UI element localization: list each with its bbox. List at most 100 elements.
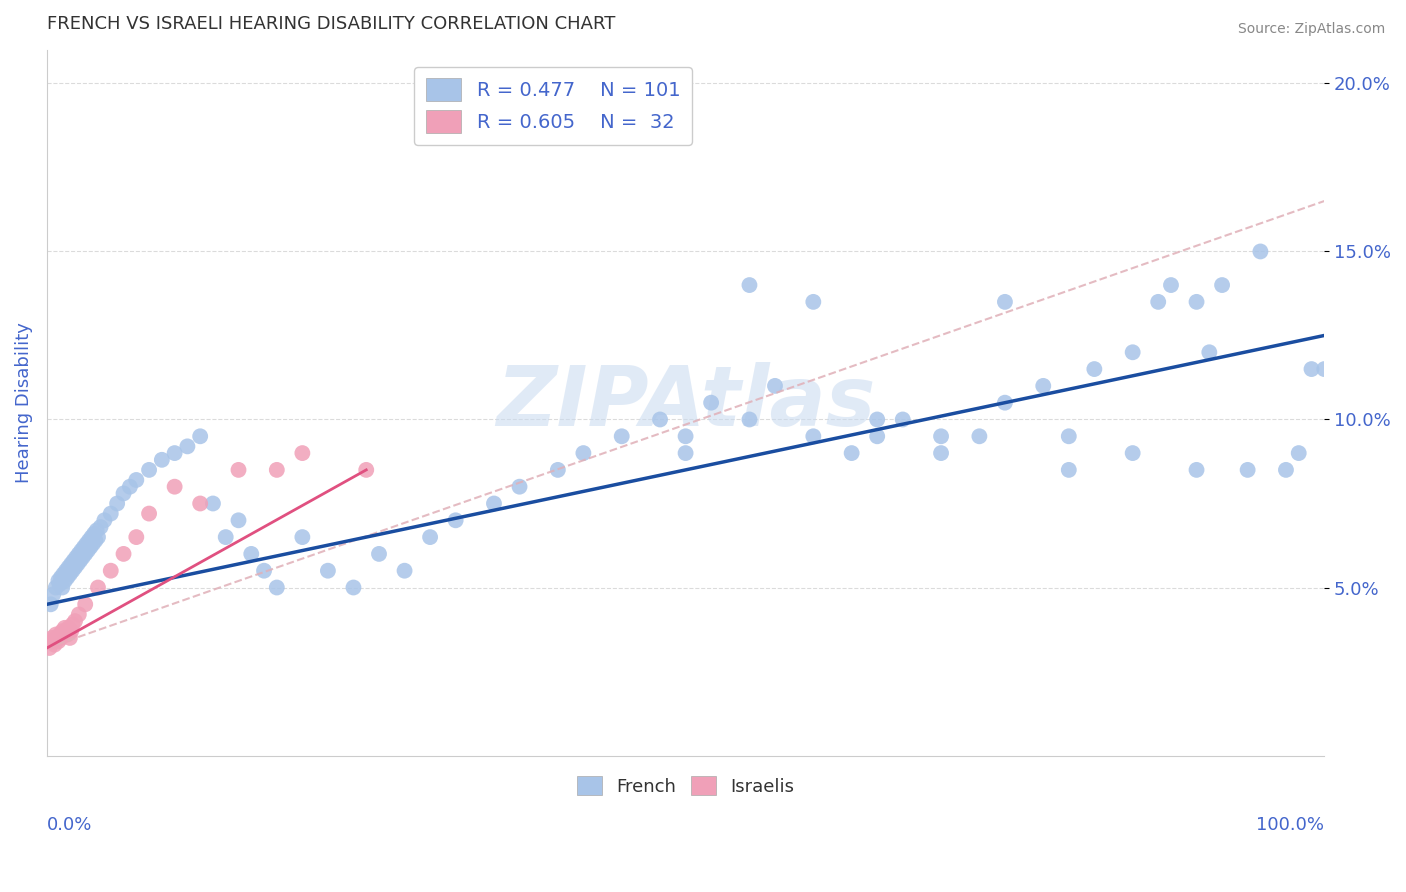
Point [48,627,70,641]
Point [93,513,115,527]
Point [82,537,104,551]
Point [929,446,952,460]
Point [929,429,952,443]
Point [60,624,83,639]
Point [45,581,67,595]
Point [56,627,79,641]
Point [38,640,60,655]
Point [83,526,105,541]
Point [801,294,824,309]
Point [648,412,671,426]
Point [67,547,90,561]
Point [316,564,339,578]
Point [76,537,98,551]
Point [87,581,110,595]
Point [100,564,122,578]
Point [60,557,83,571]
Point [1122,345,1144,359]
Point [1275,463,1298,477]
Point [76,543,98,558]
Point [63,560,86,574]
Point [55,624,77,639]
Point [70,543,93,558]
Point [48,577,70,591]
Point [72,550,94,565]
Point [266,581,288,595]
Point [1249,244,1271,259]
Point [547,463,569,477]
Legend: French, Israelis: French, Israelis [569,769,801,803]
Point [55,564,77,578]
Point [58,621,80,635]
Point [87,530,110,544]
Point [201,496,224,510]
Point [1185,294,1208,309]
Point [48,574,70,588]
Point [66,557,89,571]
Point [118,480,141,494]
Point [675,446,697,460]
Point [188,496,211,510]
Point [69,553,91,567]
Point [73,540,96,554]
Point [738,412,761,426]
Point [482,496,505,510]
Point [215,530,238,544]
Point [125,473,148,487]
Point [419,530,441,544]
Point [1301,362,1323,376]
Point [1160,278,1182,293]
Point [342,581,364,595]
Text: 100.0%: 100.0% [1257,816,1324,834]
Point [62,553,84,567]
Point [150,452,173,467]
Point [1147,294,1170,309]
Point [1288,446,1310,460]
Point [84,533,107,548]
Point [59,631,82,645]
Point [39,597,62,611]
Point [41,631,63,645]
Point [866,429,889,443]
Point [1032,379,1054,393]
Point [105,496,128,510]
Point [1185,463,1208,477]
Point [291,530,314,544]
Point [65,550,87,565]
Point [675,429,697,443]
Point [700,395,723,409]
Point [49,631,72,645]
Point [1057,429,1080,443]
Point [994,294,1017,309]
Point [763,379,786,393]
Point [125,530,148,544]
Point [1057,463,1080,477]
Point [738,278,761,293]
Point [45,627,67,641]
Point [62,564,84,578]
Point [79,540,101,554]
Point [188,429,211,443]
Point [572,446,595,460]
Point [48,634,70,648]
Point [52,567,75,582]
Point [994,395,1017,409]
Point [42,634,65,648]
Point [444,513,467,527]
Text: Source: ZipAtlas.com: Source: ZipAtlas.com [1237,22,1385,37]
Point [51,624,73,639]
Point [112,547,135,561]
Point [394,564,416,578]
Point [1211,278,1233,293]
Point [891,412,914,426]
Point [176,439,198,453]
Point [58,560,80,574]
Point [75,597,97,611]
Point [368,547,391,561]
Y-axis label: Hearing Disability: Hearing Disability [15,322,32,483]
Point [75,547,97,561]
Point [100,507,122,521]
Point [801,429,824,443]
Point [62,617,84,632]
Point [240,547,263,561]
